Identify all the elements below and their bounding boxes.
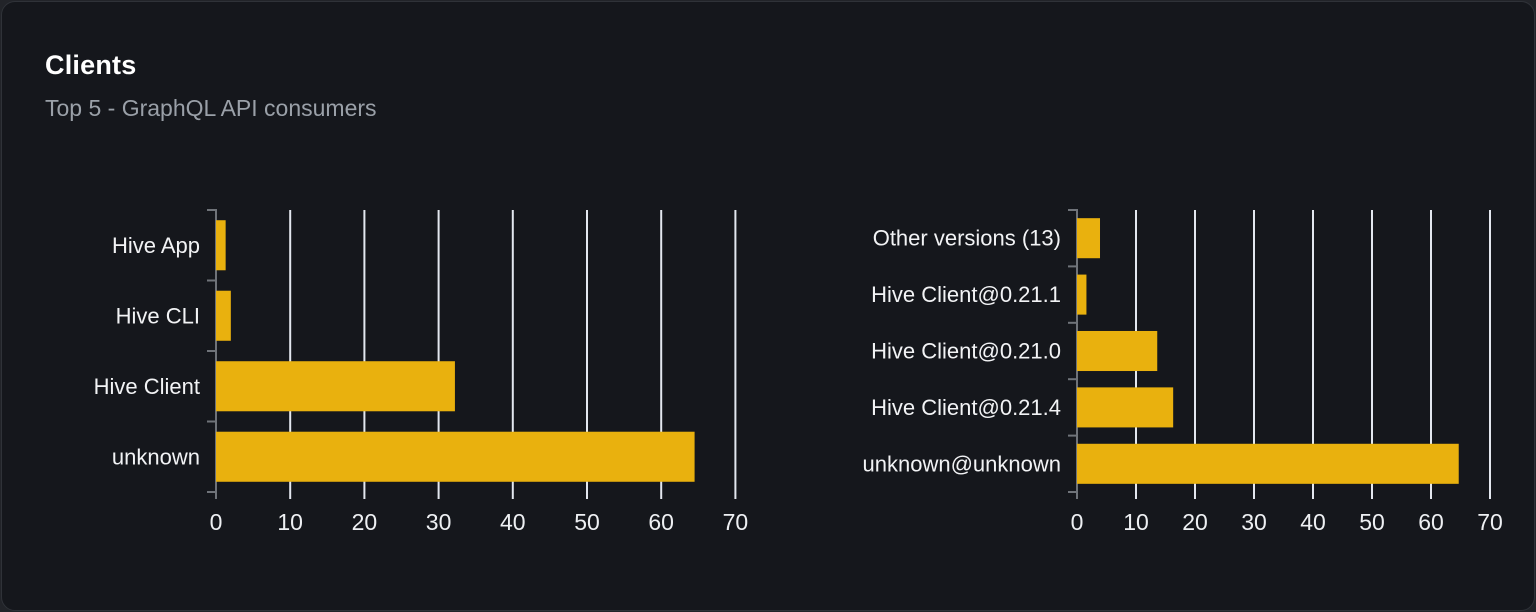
card-title: Clients [45, 50, 137, 80]
card-subtitle: Top 5 - GraphQL API consumers [45, 95, 377, 122]
x-axis-tick-label: 0 [210, 509, 223, 535]
bar-hive-client-0.21.1 [1077, 274, 1087, 315]
x-axis-tick-label: 20 [1182, 509, 1208, 535]
category-label: Hive Client@0.21.1 [871, 282, 1061, 307]
category-label: unknown@unknown [863, 451, 1061, 476]
category-label: Hive App [112, 233, 200, 258]
bar-unknown [216, 431, 695, 482]
x-axis-tick-label: 10 [1123, 509, 1149, 535]
x-axis-tick-label: 70 [723, 509, 749, 535]
category-label: Other versions (13) [873, 226, 1061, 251]
bar-hive-client [216, 361, 455, 412]
bar-unknown-unknown [1077, 443, 1459, 484]
x-axis-tick-label: 40 [1300, 509, 1326, 535]
x-axis-tick-label: 50 [574, 509, 600, 535]
x-axis-tick-label: 30 [426, 509, 452, 535]
x-axis-tick-label: 60 [648, 509, 674, 535]
x-axis-tick-label: 0 [1071, 509, 1084, 535]
bar-other-versions-13- [1077, 218, 1101, 259]
clients-by-version-chart: 0 10 20 30 40 50 60 70 Other versions (13) Hive C… [863, 209, 1503, 535]
bar-hive-client-0.21.0 [1077, 330, 1158, 372]
x-axis-tick-label: 40 [500, 509, 526, 535]
x-axis-tick-label: 20 [352, 509, 378, 535]
x-axis-tick-label: 10 [277, 509, 303, 535]
card-header: Clients Top 5 - GraphQL API consumers [45, 50, 377, 122]
clients-by-name-chart: 0 10 20 30 40 50 60 70 Hive App Hive CLI Hive Clie… [94, 209, 749, 535]
category-label: Hive Client@0.21.0 [871, 339, 1061, 364]
x-axis-tick-label: 60 [1418, 509, 1444, 535]
category-label: Hive Client@0.21.4 [871, 395, 1061, 420]
category-label: Hive CLI [116, 303, 200, 328]
bar-hive-client-0.21.4 [1077, 387, 1174, 428]
bar-hive-app [216, 220, 226, 271]
category-label: unknown [112, 444, 200, 469]
bar-hive-cli [216, 290, 231, 341]
x-axis-tick-label: 50 [1359, 509, 1385, 535]
x-axis-tick-label: 70 [1477, 509, 1503, 535]
category-label: Hive Client [94, 374, 200, 399]
x-axis-tick-label: 30 [1241, 509, 1267, 535]
